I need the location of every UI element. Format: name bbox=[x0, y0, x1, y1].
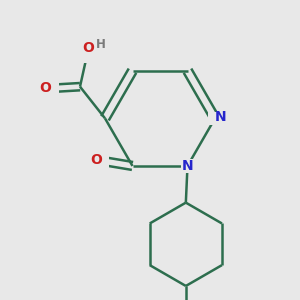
Bar bbox=[80, 50, 94, 63]
Text: N: N bbox=[215, 110, 227, 124]
Text: O: O bbox=[82, 41, 94, 55]
Bar bbox=[93, 49, 103, 59]
Bar bbox=[208, 112, 222, 125]
Text: O: O bbox=[91, 153, 102, 167]
Bar bbox=[95, 154, 110, 168]
Text: O: O bbox=[40, 81, 52, 95]
Text: N: N bbox=[182, 159, 193, 173]
Bar bbox=[45, 82, 59, 95]
Bar bbox=[181, 159, 194, 172]
Text: H: H bbox=[96, 38, 106, 50]
